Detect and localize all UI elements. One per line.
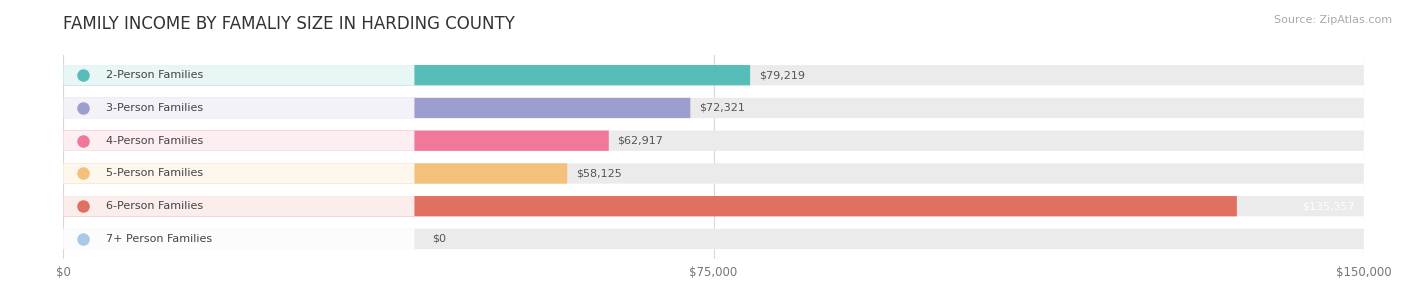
Text: 7+ Person Families: 7+ Person Families bbox=[107, 234, 212, 244]
Text: 6-Person Families: 6-Person Families bbox=[107, 201, 204, 211]
FancyBboxPatch shape bbox=[63, 196, 1237, 216]
Text: FAMILY INCOME BY FAMALIY SIZE IN HARDING COUNTY: FAMILY INCOME BY FAMALIY SIZE IN HARDING… bbox=[63, 15, 515, 33]
FancyBboxPatch shape bbox=[63, 131, 415, 151]
Text: 5-Person Families: 5-Person Families bbox=[107, 168, 204, 178]
FancyBboxPatch shape bbox=[63, 131, 609, 151]
FancyBboxPatch shape bbox=[63, 131, 1364, 151]
FancyBboxPatch shape bbox=[63, 65, 751, 85]
FancyBboxPatch shape bbox=[63, 98, 1364, 118]
Text: Source: ZipAtlas.com: Source: ZipAtlas.com bbox=[1274, 15, 1392, 25]
FancyBboxPatch shape bbox=[63, 163, 567, 184]
Text: $0: $0 bbox=[432, 234, 446, 244]
FancyBboxPatch shape bbox=[63, 98, 690, 118]
Text: $58,125: $58,125 bbox=[576, 168, 621, 178]
FancyBboxPatch shape bbox=[63, 98, 415, 118]
FancyBboxPatch shape bbox=[63, 229, 415, 249]
Text: 3-Person Families: 3-Person Families bbox=[107, 103, 204, 113]
FancyBboxPatch shape bbox=[63, 65, 1364, 85]
Text: $62,917: $62,917 bbox=[617, 136, 664, 146]
Text: 2-Person Families: 2-Person Families bbox=[107, 70, 204, 80]
Text: $79,219: $79,219 bbox=[759, 70, 804, 80]
Text: 4-Person Families: 4-Person Families bbox=[107, 136, 204, 146]
FancyBboxPatch shape bbox=[63, 196, 415, 216]
FancyBboxPatch shape bbox=[63, 163, 1364, 184]
FancyBboxPatch shape bbox=[63, 196, 1364, 216]
FancyBboxPatch shape bbox=[63, 163, 415, 184]
Text: $135,357: $135,357 bbox=[1302, 201, 1355, 211]
FancyBboxPatch shape bbox=[63, 65, 415, 85]
Text: $72,321: $72,321 bbox=[699, 103, 745, 113]
FancyBboxPatch shape bbox=[63, 229, 1364, 249]
